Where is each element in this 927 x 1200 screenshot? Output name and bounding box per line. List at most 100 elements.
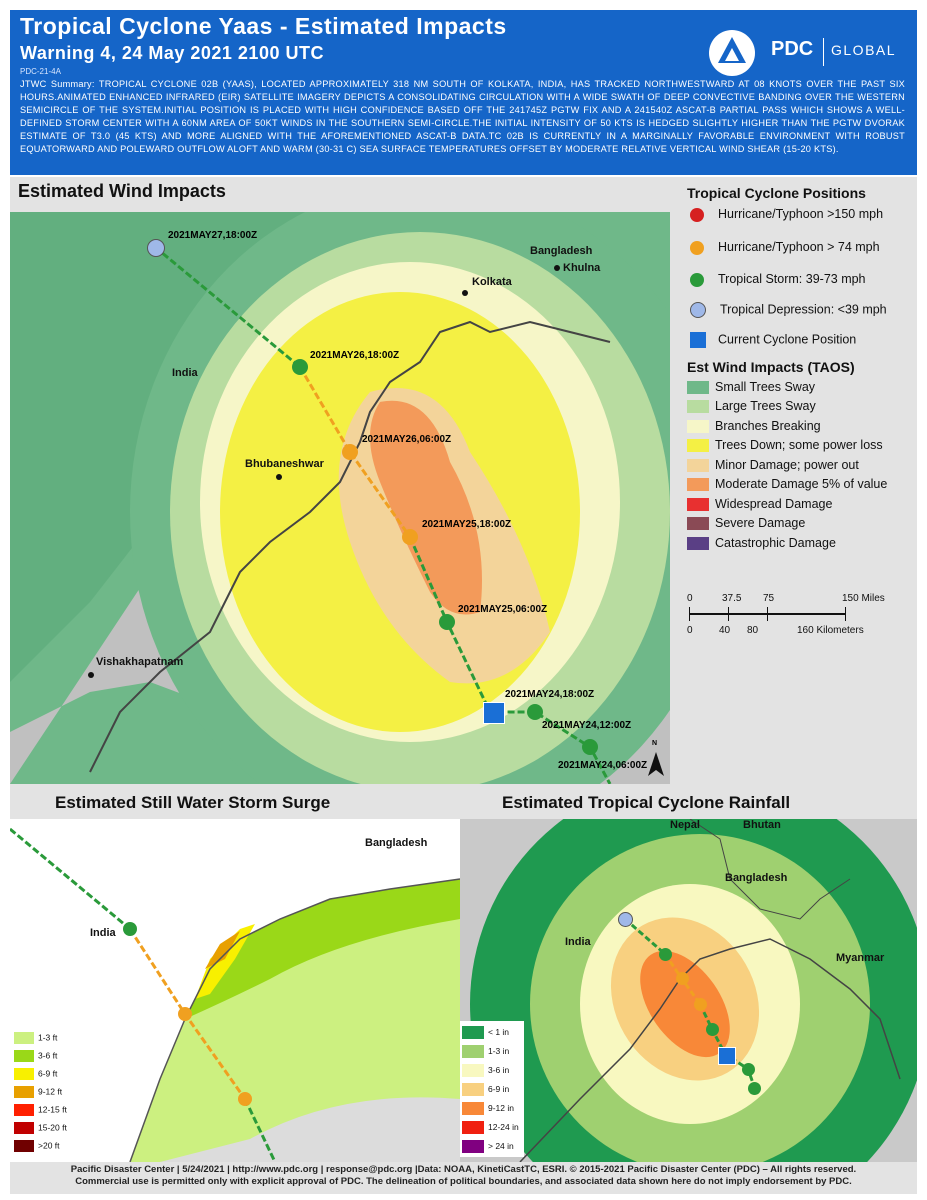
- legend-item: > 24 in: [462, 1140, 514, 1153]
- current-cyclone-position-icon: [483, 702, 505, 724]
- tropical-storm-icon: [742, 1063, 755, 1076]
- tropical-storm-icon: [748, 1082, 761, 1095]
- footer-disclaimer: Commercial use is permitted only with ex…: [75, 1176, 852, 1187]
- city-marker: [276, 474, 282, 480]
- track-label: 2021MAY25,18:00Z: [422, 519, 512, 530]
- legend-item: Moderate Damage 5% of value: [687, 477, 887, 492]
- surge-map-graphic: [10, 819, 460, 1162]
- legend-item: 12-24 in: [462, 1121, 519, 1134]
- place-label: Bangladesh: [725, 872, 788, 884]
- wind-impacts-panel: Estimated Wind Impacts: [10, 177, 917, 789]
- track-label: 2021MAY26,06:00Z: [362, 434, 452, 445]
- legend-item: Catastrophic Damage: [687, 536, 836, 551]
- surge-map-title: Estimated Still Water Storm Surge: [55, 793, 331, 812]
- place-label: Bhubaneshwar: [245, 458, 324, 470]
- tropical-storm-icon: [527, 704, 543, 720]
- wind-legend-title: Est Wind Impacts (TAOS): [687, 359, 855, 375]
- legend-item: Branches Breaking: [687, 419, 821, 434]
- legend-item: Tropical Depression: <39 mph: [690, 302, 887, 318]
- city-marker: [462, 290, 468, 296]
- place-label: Bangladesh: [530, 245, 593, 257]
- place-label: India: [172, 367, 198, 379]
- legend-item: < 1 in: [462, 1026, 509, 1039]
- footer-credits: Pacific Disaster Center | 5/24/2021 | ht…: [70, 1164, 857, 1175]
- rain-legend: < 1 in 1-3 in 3-6 in 6-9 in 9-12 in 12-2…: [460, 1021, 524, 1157]
- legend-item: 6-9 in: [462, 1083, 509, 1096]
- rainfall-map: Nepal Bhutan Bangladesh India Myanmar < …: [460, 819, 917, 1162]
- legend-item: Small Trees Sway: [687, 380, 815, 395]
- page-subtitle: Warning 4, 24 May 2021 2100 UTC: [20, 43, 324, 63]
- place-label: India: [565, 936, 591, 948]
- place-label: Bhutan: [743, 819, 781, 831]
- place-label: Khulna: [563, 262, 601, 274]
- legend-item: Tropical Storm: 39-73 mph: [690, 272, 866, 287]
- place-label: India: [90, 927, 116, 939]
- current-position-icon: [690, 332, 706, 348]
- north-arrow-icon: [648, 752, 664, 776]
- tropical-storm-icon: [292, 359, 308, 375]
- tropical-storm-icon: [582, 739, 598, 755]
- wind-map-title: Estimated Wind Impacts: [18, 181, 226, 201]
- logo-divider: [823, 38, 824, 66]
- legend-item: 9-12 in: [462, 1102, 514, 1115]
- cyclone-symbol-icon: [690, 240, 704, 255]
- legend-item: Hurricane/Typhoon >150 mph: [690, 207, 883, 222]
- bottom-titles-bar: Estimated Still Water Storm Surge Estima…: [10, 789, 917, 819]
- document-id: PDC-21-4A: [20, 67, 61, 76]
- page-title: Tropical Cyclone Yaas - Estimated Impact…: [20, 13, 507, 39]
- city-marker: [88, 672, 94, 678]
- legend-item: 3-6 in: [462, 1064, 509, 1077]
- pdc-logo: PDC GLOBAL: [703, 28, 903, 78]
- logo-name: PDC: [771, 38, 814, 60]
- header-banner: Tropical Cyclone Yaas - Estimated Impact…: [10, 10, 917, 175]
- track-label: 2021MAY26,18:00Z: [310, 350, 400, 361]
- hurricane-icon: [342, 444, 358, 460]
- jtwc-summary: JTWC Summary: TROPICAL CYCLONE 02B (YAAS…: [20, 79, 905, 154]
- rain-map-title: Estimated Tropical Cyclone Rainfall: [502, 793, 791, 812]
- hurricane-icon: [676, 972, 689, 985]
- place-label: Kolkata: [472, 276, 512, 288]
- tropical-storm-icon: [706, 1023, 719, 1036]
- footer: Pacific Disaster Center | 5/24/2021 | ht…: [10, 1162, 917, 1194]
- legend-item: Hurricane/Typhoon > 74 mph: [690, 240, 880, 255]
- tropical-depression-icon: [618, 912, 633, 927]
- scale-bar: 0 37.5 75 150 Miles 0 40 80 160 Kilomete…: [687, 593, 885, 636]
- hurricane-icon: [694, 998, 707, 1011]
- legend-item: 3-6 ft: [14, 1050, 57, 1062]
- rain-map-graphic: [460, 819, 917, 1162]
- track-label: 2021MAY24,06:00Z: [558, 760, 648, 771]
- legend-item: 1-3 ft: [14, 1032, 57, 1044]
- place-label: Vishakhapatnam: [96, 656, 184, 668]
- tropical-depression-icon: [147, 239, 165, 257]
- legend-item: 1-3 in: [462, 1045, 509, 1058]
- legend-item: Large Trees Sway: [687, 399, 816, 414]
- track-label: 2021MAY24,12:00Z: [542, 720, 632, 731]
- legend-item: Trees Down; some power loss: [687, 438, 883, 453]
- storm-surge-map: Bangladesh India 1-3 ft 3-6 ft 6-9 ft 9-…: [10, 819, 460, 1162]
- legend-item: 6-9 ft: [14, 1068, 57, 1080]
- tropical-storm-icon: [123, 922, 137, 936]
- place-label: Nepal: [670, 819, 700, 831]
- tropical-storm-icon: [659, 948, 672, 961]
- positions-legend-title: Tropical Cyclone Positions: [687, 185, 866, 201]
- hurricane-icon: [402, 529, 418, 545]
- legend-item: 15-20 ft: [14, 1122, 67, 1134]
- legend-item: Current Cyclone Position: [690, 332, 856, 348]
- pdc-logo-icon: [709, 30, 755, 76]
- city-marker: [554, 265, 560, 271]
- cyclone-symbol-icon: [690, 272, 704, 287]
- track-label: 2021MAY27,18:00Z: [168, 230, 258, 241]
- cyclone-symbol-icon: [690, 207, 704, 222]
- north-label: N: [652, 740, 658, 747]
- logo-suffix: GLOBAL: [831, 42, 897, 58]
- hurricane-icon: [238, 1092, 252, 1106]
- legend-item: >20 ft: [14, 1140, 60, 1152]
- tropical-storm-icon: [439, 614, 455, 630]
- legend-item: 9-12 ft: [14, 1086, 62, 1098]
- surge-legend: 1-3 ft 3-6 ft 6-9 ft 9-12 ft 12-15 ft 15…: [12, 1029, 72, 1157]
- hurricane-icon: [178, 1007, 192, 1021]
- place-label: Myanmar: [836, 952, 885, 964]
- current-cyclone-position-icon: [718, 1047, 736, 1065]
- place-label: Bangladesh: [365, 837, 428, 849]
- wind-impacts-map: 2021MAY27,18:00Z 2021MAY26,18:00Z 2021MA…: [10, 212, 670, 784]
